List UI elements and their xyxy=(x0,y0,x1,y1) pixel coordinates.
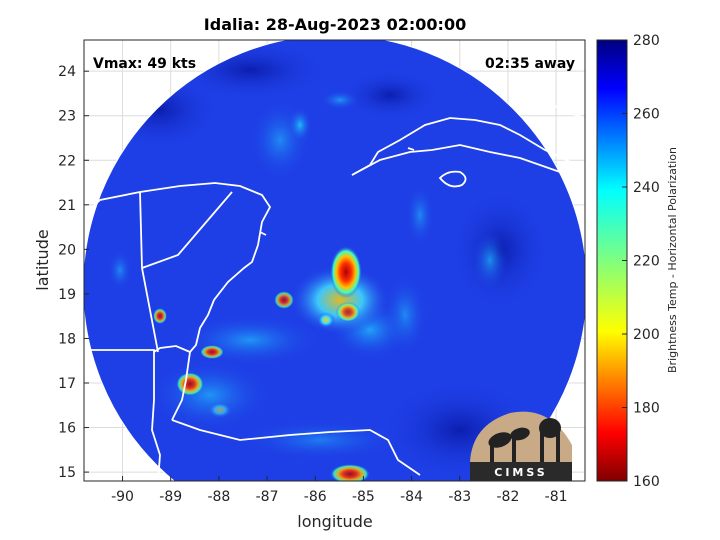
x-tick-label: -85 xyxy=(352,489,375,505)
x-axis-ticks: -90 -89 -88 -87 -86 -85 -84 -83 -82 -81 xyxy=(111,476,568,505)
y-axis-ticks: 15 16 17 18 19 20 21 22 23 24 xyxy=(58,64,89,481)
x-tick-label: -82 xyxy=(496,489,519,505)
x-tick-label: -83 xyxy=(448,489,471,505)
x-tick-label: -88 xyxy=(207,489,230,505)
colorbar-tick-label: 180 xyxy=(633,401,660,417)
y-tick-label: 21 xyxy=(58,198,76,214)
colorbar-label: Brightness Temp - Horizontal Polarizatio… xyxy=(666,147,679,373)
y-tick-label: 19 xyxy=(58,287,76,303)
colorbar: 280 260 240 220 200 180 160 Brightness Temp - … xyxy=(596,33,679,490)
colorbar-tick-label: 240 xyxy=(633,180,660,196)
y-tick-label: 23 xyxy=(58,109,76,125)
x-tick-label: -87 xyxy=(256,489,279,505)
y-tick-label: 18 xyxy=(58,331,76,347)
x-tick-label: -89 xyxy=(159,489,182,505)
vmax-label: Vmax: 49 kts xyxy=(93,56,196,72)
x-tick-label: -90 xyxy=(111,489,134,505)
x-tick-label: -81 xyxy=(545,489,568,505)
y-tick-label: 17 xyxy=(58,376,76,392)
cimss-logo-text: CIMSS xyxy=(494,466,547,479)
figure-title: Idalia: 28-Aug-2023 02:00:00 xyxy=(204,15,466,34)
x-tick-label: -86 xyxy=(304,489,327,505)
coastlines xyxy=(84,89,585,481)
y-axis-label: latitude xyxy=(33,229,52,290)
x-tick-label: -84 xyxy=(400,489,423,505)
colorbar-tick-label: 280 xyxy=(633,33,660,49)
y-tick-label: 20 xyxy=(58,242,76,258)
colorbar-tick-label: 260 xyxy=(633,107,660,123)
y-tick-label: 15 xyxy=(58,465,76,481)
axes-frame xyxy=(83,39,586,482)
colorbar-tick-label: 160 xyxy=(633,474,660,490)
brightness-temp-swath xyxy=(84,40,585,481)
colorbar-tick-label: 220 xyxy=(633,254,660,270)
x-axis-label: longitude xyxy=(297,512,372,531)
time-away-label: 02:35 away xyxy=(485,56,575,72)
colorbar-ticks: 280 260 240 220 200 180 160 xyxy=(622,33,660,490)
cimss-logo: CIMSS xyxy=(470,411,572,481)
colorbar-tick-label: 200 xyxy=(633,327,660,343)
y-tick-label: 24 xyxy=(58,64,76,80)
y-tick-label: 16 xyxy=(58,421,76,437)
y-tick-label: 22 xyxy=(58,153,76,169)
